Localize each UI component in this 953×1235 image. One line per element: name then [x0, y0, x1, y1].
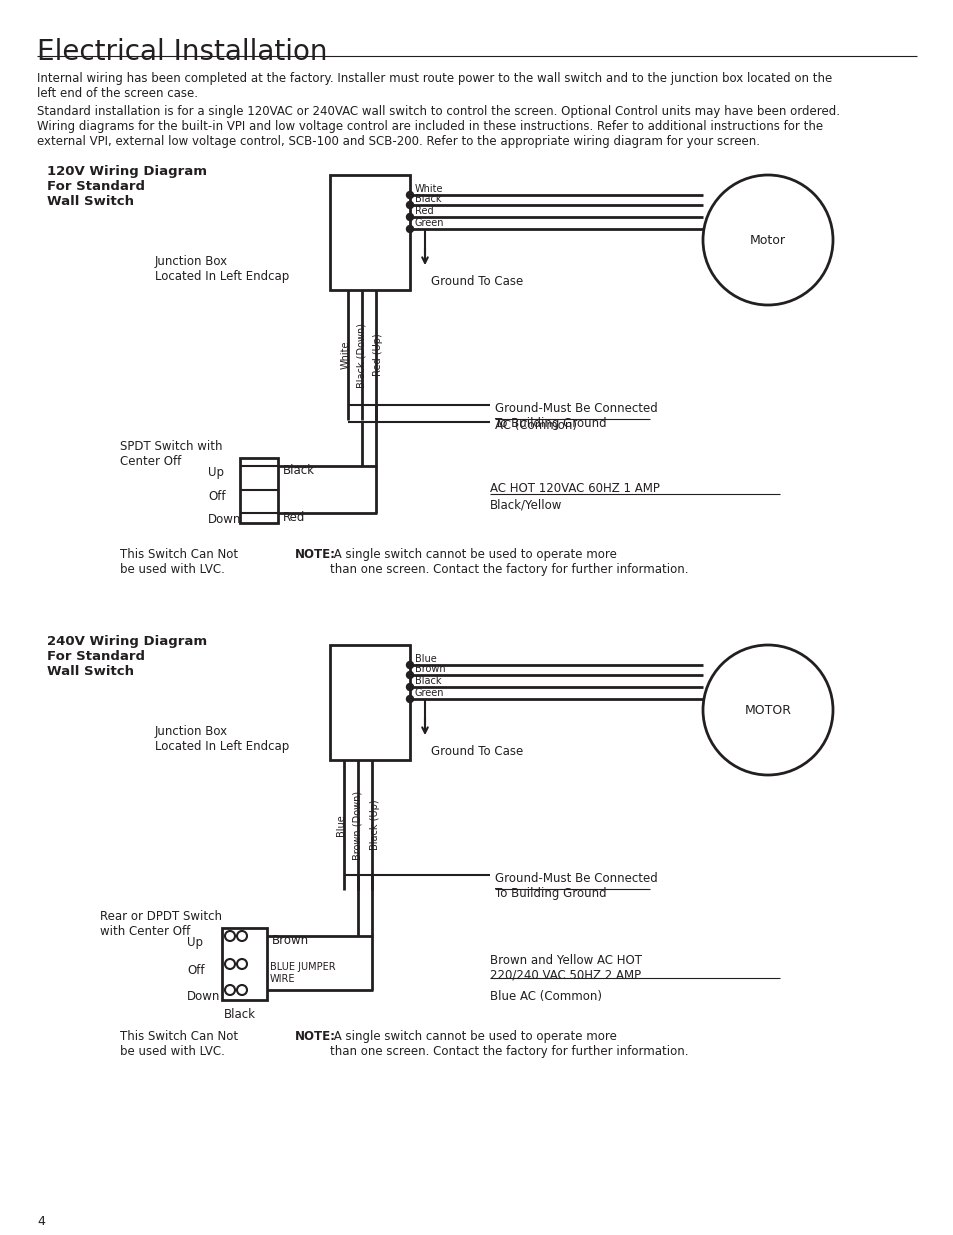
- Text: Blue AC (Common): Blue AC (Common): [490, 990, 601, 1003]
- Text: White: White: [340, 341, 351, 369]
- Text: Junction Box
Located In Left Endcap: Junction Box Located In Left Endcap: [154, 254, 289, 283]
- Text: Green: Green: [415, 688, 444, 698]
- Circle shape: [236, 931, 247, 941]
- Text: Red: Red: [415, 206, 434, 216]
- Text: Black (Up): Black (Up): [370, 800, 379, 851]
- Text: A single switch cannot be used to operate more
than one screen. Contact the fact: A single switch cannot be used to operat…: [330, 1030, 688, 1058]
- Text: This Switch Can Not
be used with LVC.: This Switch Can Not be used with LVC.: [120, 548, 238, 576]
- Text: Ground To Case: Ground To Case: [431, 745, 522, 758]
- Text: BLUE JUMPER
WIRE: BLUE JUMPER WIRE: [270, 962, 335, 983]
- Circle shape: [406, 226, 413, 232]
- Text: Black: Black: [224, 1008, 255, 1021]
- Circle shape: [406, 662, 413, 668]
- Text: Ground-Must Be Connected
To Building Ground: Ground-Must Be Connected To Building Gro…: [495, 872, 657, 900]
- Circle shape: [236, 960, 247, 969]
- Text: Red: Red: [283, 511, 305, 524]
- Text: Blue: Blue: [335, 814, 346, 836]
- Text: Black: Black: [415, 676, 441, 685]
- Circle shape: [406, 214, 413, 221]
- Circle shape: [225, 931, 234, 941]
- Bar: [222, 927, 267, 1000]
- Text: Brown: Brown: [415, 664, 445, 674]
- Text: Off: Off: [208, 490, 225, 503]
- Circle shape: [406, 672, 413, 678]
- Text: AC (Common): AC (Common): [495, 419, 577, 432]
- Text: Brown (Down): Brown (Down): [353, 790, 363, 860]
- Circle shape: [406, 683, 413, 690]
- Text: Black: Black: [283, 464, 314, 477]
- Circle shape: [225, 960, 234, 969]
- Text: Red (Up): Red (Up): [373, 333, 382, 377]
- Text: Blue: Blue: [415, 655, 436, 664]
- Bar: [330, 175, 410, 290]
- Text: Off: Off: [187, 965, 204, 977]
- Circle shape: [406, 191, 413, 199]
- Text: Down: Down: [187, 990, 220, 1003]
- Text: Black/Yellow: Black/Yellow: [490, 499, 561, 513]
- Text: Up: Up: [208, 466, 224, 479]
- Text: Up: Up: [187, 936, 203, 948]
- Circle shape: [406, 201, 413, 209]
- Text: Ground-Must Be Connected
To Building Ground: Ground-Must Be Connected To Building Gro…: [495, 403, 657, 430]
- Circle shape: [406, 695, 413, 703]
- Text: White: White: [415, 184, 443, 194]
- Bar: [330, 645, 410, 760]
- Text: Rear or DPDT Switch
with Center Off: Rear or DPDT Switch with Center Off: [100, 910, 222, 939]
- Text: AC HOT 120VAC 60HZ 1 AMP: AC HOT 120VAC 60HZ 1 AMP: [490, 482, 659, 495]
- Text: 4: 4: [37, 1215, 45, 1228]
- Bar: [240, 458, 277, 522]
- Text: 240V Wiring Diagram
For Standard
Wall Switch: 240V Wiring Diagram For Standard Wall Sw…: [47, 635, 207, 678]
- Text: NOTE:: NOTE:: [294, 1030, 335, 1044]
- Text: Black (Down): Black (Down): [356, 322, 367, 388]
- Text: Green: Green: [415, 219, 444, 228]
- Circle shape: [702, 645, 832, 776]
- Text: This Switch Can Not
be used with LVC.: This Switch Can Not be used with LVC.: [120, 1030, 238, 1058]
- Text: Junction Box
Located In Left Endcap: Junction Box Located In Left Endcap: [154, 725, 289, 753]
- Text: A single switch cannot be used to operate more
than one screen. Contact the fact: A single switch cannot be used to operat…: [330, 548, 688, 576]
- Text: Black: Black: [415, 194, 441, 204]
- Text: Down: Down: [208, 513, 241, 526]
- Text: SPDT Switch with
Center Off: SPDT Switch with Center Off: [120, 440, 222, 468]
- Text: Brown and Yellow AC HOT
220/240 VAC 50HZ 2 AMP.: Brown and Yellow AC HOT 220/240 VAC 50HZ…: [490, 953, 642, 982]
- Circle shape: [225, 986, 234, 995]
- Text: Internal wiring has been completed at the factory. Installer must route power to: Internal wiring has been completed at th…: [37, 72, 831, 100]
- Text: 120V Wiring Diagram
For Standard
Wall Switch: 120V Wiring Diagram For Standard Wall Sw…: [47, 165, 207, 207]
- Circle shape: [236, 986, 247, 995]
- Text: MOTOR: MOTOR: [743, 704, 791, 716]
- Text: Brown: Brown: [272, 934, 309, 947]
- Text: NOTE:: NOTE:: [294, 548, 335, 561]
- Circle shape: [702, 175, 832, 305]
- Text: Standard installation is for a single 120VAC or 240VAC wall switch to control th: Standard installation is for a single 12…: [37, 105, 840, 148]
- Text: Ground To Case: Ground To Case: [431, 275, 522, 288]
- Text: Electrical Installation: Electrical Installation: [37, 38, 327, 65]
- Text: Motor: Motor: [749, 233, 785, 247]
